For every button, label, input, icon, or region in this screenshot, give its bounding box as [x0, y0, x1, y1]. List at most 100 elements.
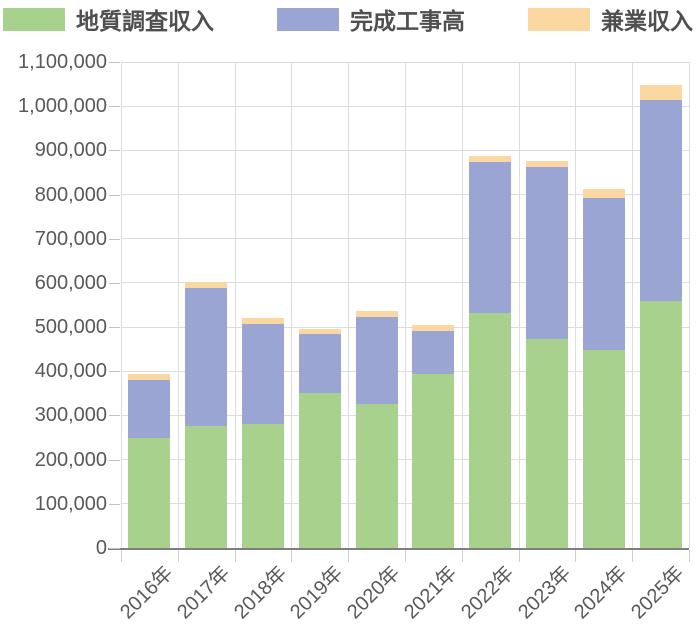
y-tick-mark	[109, 327, 120, 329]
bar-2018年-完成工事高	[242, 324, 284, 425]
bar-2025年-兼業収入	[639, 85, 682, 100]
bar-2021年-地質調査収入	[412, 373, 455, 548]
bar-2016年-兼業収入	[128, 374, 171, 381]
x-tick-mark	[461, 550, 463, 562]
gridline-vertical	[121, 62, 122, 548]
x-axis-label: 2023年	[513, 562, 575, 624]
y-axis-tick-label: 1,100,000	[18, 51, 107, 73]
bar-2023年-完成工事高	[526, 166, 568, 339]
bar-2020年-兼業収入	[355, 310, 398, 317]
bar-2017年-地質調査収入	[185, 426, 228, 548]
x-tick-mark	[234, 550, 236, 562]
bar-2018年-兼業収入	[242, 317, 284, 324]
y-tick-mark	[109, 238, 120, 240]
bar-2016年-完成工事高	[128, 380, 171, 438]
x-tick-mark	[348, 550, 350, 562]
x-axis-label: 2025年	[627, 562, 689, 624]
y-axis-tick-label: 700,000	[34, 227, 107, 250]
x-tick-mark	[405, 550, 406, 562]
y-axis-tick-label: 0	[95, 537, 107, 559]
bar-2020年-完成工事高	[355, 316, 398, 405]
bar-2023年-地質調査収入	[526, 338, 568, 548]
bar-2019年-兼業収入	[298, 328, 341, 334]
y-tick-mark	[109, 371, 120, 373]
legend-item-side-business-income: 兼業収入	[528, 2, 693, 36]
y-axis-tick-label: 100,000	[34, 492, 107, 515]
bar-2016年-地質調査収入	[128, 438, 171, 548]
y-axis-tick-label: 1,000,000	[18, 95, 107, 118]
y-axis-tick-label: 500,000	[34, 316, 107, 339]
gridline-vertical	[632, 62, 634, 548]
x-axis-label: 2024年	[570, 562, 632, 624]
bar-2022年-地質調査収入	[469, 312, 512, 548]
gridline-vertical	[689, 62, 690, 548]
x-tick-mark	[689, 550, 690, 562]
y-tick-mark	[109, 62, 120, 63]
legend-item-completed-construction: 完成工事高	[277, 2, 465, 36]
legend-label: 兼業収入	[601, 8, 693, 34]
bar-2025年-完成工事高	[639, 99, 682, 302]
bar-2019年-地質調査収入	[298, 392, 341, 548]
x-axis-label: 2017年	[172, 562, 235, 624]
y-tick-mark	[109, 415, 120, 417]
y-axis-tick-label: 900,000	[34, 139, 107, 162]
y-axis-tick-label: 200,000	[34, 448, 107, 471]
x-axis-label: 2016年	[116, 562, 178, 624]
y-tick-mark	[109, 459, 120, 461]
x-axis-line	[108, 548, 689, 550]
y-axis-tick-label: 800,000	[34, 183, 107, 206]
legend-item-geological-survey-income: 地質調査収入	[3, 2, 214, 36]
y-tick-mark	[109, 548, 120, 549]
bar-2021年-兼業収入	[412, 324, 455, 331]
bar-2024年-地質調査収入	[582, 349, 625, 548]
bar-2021年-完成工事高	[412, 330, 455, 374]
legend-label: 完成工事高	[350, 8, 465, 34]
y-axis-tick-label: 300,000	[34, 404, 107, 427]
bar-2022年-兼業収入	[469, 155, 512, 162]
gridline-vertical	[461, 62, 463, 548]
x-axis-label: 2019年	[286, 562, 348, 624]
y-tick-mark	[109, 106, 120, 108]
gridline-vertical	[234, 62, 236, 548]
x-axis-label: 2018年	[229, 562, 291, 624]
bar-2017年-兼業収入	[185, 282, 228, 289]
bar-2017年-完成工事高	[185, 288, 228, 427]
legend-swatch-orange	[528, 7, 590, 31]
y-axis-tick-label: 600,000	[34, 271, 107, 294]
y-tick-mark	[109, 194, 120, 196]
gridline-vertical	[518, 62, 520, 548]
x-tick-mark	[575, 550, 577, 562]
y-tick-mark	[109, 503, 120, 505]
x-tick-mark	[121, 550, 122, 562]
legend-label: 地質調査収入	[76, 8, 214, 34]
x-tick-mark	[291, 550, 293, 562]
gridline-vertical	[177, 62, 179, 548]
x-axis-label: 2021年	[400, 562, 462, 624]
y-tick-mark	[109, 150, 120, 152]
plot-area	[121, 61, 690, 548]
x-tick-mark	[177, 550, 179, 562]
x-axis-label: 2022年	[456, 562, 519, 624]
y-tick-mark	[109, 282, 120, 284]
gridline-vertical	[575, 62, 577, 548]
x-tick-mark	[518, 550, 520, 562]
bar-2022年-完成工事高	[469, 161, 512, 313]
legend-swatch-blue	[277, 7, 339, 31]
bar-2024年-兼業収入	[582, 189, 625, 199]
bar-2024年-完成工事高	[582, 198, 625, 350]
bar-2020年-地質調査収入	[355, 404, 398, 548]
gridline-vertical	[405, 62, 406, 548]
y-axis: 0 100,000 200,000 300,000 400,000 500,000 600,…	[0, 51, 107, 559]
bar-2023年-兼業収入	[526, 160, 568, 167]
bar-2019年-完成工事高	[298, 333, 341, 393]
y-axis-tick-label: 400,000	[34, 360, 107, 383]
legend-swatch-green	[3, 7, 65, 31]
legend: 地質調査収入 完成工事高 兼業収入	[3, 2, 693, 36]
x-tick-mark	[632, 550, 634, 562]
gridline-vertical	[291, 62, 293, 548]
x-axis-label: 2020年	[343, 562, 405, 624]
gridline-vertical	[348, 62, 350, 548]
bar-2025年-地質調査収入	[639, 301, 682, 548]
bar-2018年-地質調査収入	[242, 424, 284, 548]
